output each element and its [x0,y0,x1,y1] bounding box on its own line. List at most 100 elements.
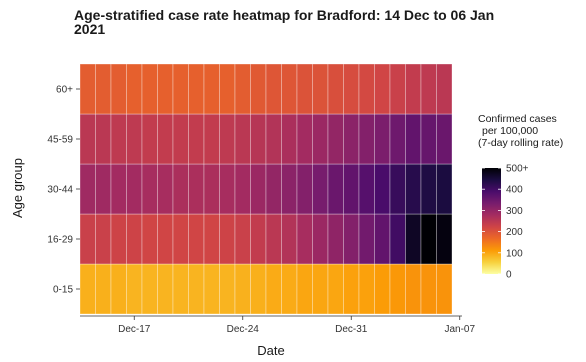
heatmap-cell [436,63,453,115]
heatmap-cell [281,213,298,265]
heatmap-cell [374,213,391,265]
heatmap-cell [79,163,96,215]
heatmap-cell [420,213,437,265]
heatmap-cell [420,113,437,165]
heatmap-cell [358,163,375,215]
heatmap-cell [188,63,205,115]
heatmap-cell [95,113,112,165]
heatmap-cell [79,263,96,315]
heatmap-cell [95,163,112,215]
heatmap-cell [343,163,360,215]
heatmap-cell [358,63,375,115]
heatmap-cell [79,113,96,165]
heatmap-cell [343,63,360,115]
heatmap-cell [126,113,143,165]
heatmap-cell [95,263,112,315]
legend-title-line-2: per 100,000 [482,125,538,137]
heatmap-cell [312,163,329,215]
heatmap-cell [296,113,313,165]
heatmap-cell [172,213,189,265]
heatmap-cell [327,263,344,315]
heatmap-cell [312,63,329,115]
heatmap-cell [188,113,205,165]
heatmap-cell [172,163,189,215]
heatmap-cell [420,63,437,115]
heatmap-cell [374,263,391,315]
heatmap-cell [312,113,329,165]
heatmap-cell [203,63,220,115]
y-tick-label: 0-15 [53,285,73,296]
heatmap-cell [327,163,344,215]
heatmap-cell [141,263,158,315]
heatmap-cell [374,113,391,165]
heatmap-cell [79,213,96,265]
color-legend: Confirmed cases per 100,000 (7-day rolli… [478,113,563,281]
heatmap-cell [110,113,127,165]
heatmap-cell [250,63,267,115]
heatmap-cell [95,63,112,115]
y-axis: 0-15 16-29 30-44 45-59 60+ [47,85,80,296]
heatmap-cell [203,263,220,315]
heatmap-cell [203,213,220,265]
heatmap-cell [265,63,282,115]
colorbar-tick-label: 0 [506,270,512,281]
heatmap-cell [389,263,406,315]
heatmap-cell [281,263,298,315]
heatmap-cell [312,263,329,315]
heatmap-cell [234,213,251,265]
heatmap-cell [126,213,143,265]
heatmap-cell [281,113,298,165]
heatmap-cell [436,163,453,215]
heatmap-cell [219,263,236,315]
y-axis-title: Age group [10,158,25,218]
heatmap-cell [312,213,329,265]
heatmap-cell [219,63,236,115]
heatmap-cell [79,63,96,115]
heatmap-cell [405,113,422,165]
heatmap-cell [203,163,220,215]
colorbar-tick-label: 500+ [506,164,529,175]
heatmap-cell [296,263,313,315]
heatmap-cell [188,163,205,215]
heatmap-cell [281,163,298,215]
colorbar-tick-label: 200 [506,227,523,238]
heatmap-cell [219,113,236,165]
heatmap-cell [157,113,174,165]
y-tick-label: 30-44 [47,185,73,196]
heatmap-cell [296,213,313,265]
heatmap-cells [79,63,453,315]
colorbar-tick-label: 300 [506,206,523,217]
heatmap-cell [250,263,267,315]
heatmap-cell [157,163,174,215]
heatmap-cell [265,163,282,215]
heatmap-cell [250,213,267,265]
heatmap-cell [172,263,189,315]
heatmap-cell [234,113,251,165]
heatmap-cell [126,163,143,215]
x-tick-label: Dec-17 [118,324,151,335]
colorbar-tick-label: 400 [506,185,523,196]
heatmap-cell [405,163,422,215]
heatmap-cell [110,213,127,265]
heatmap-cell [110,263,127,315]
heatmap-cell [188,213,205,265]
heatmap-cell [420,163,437,215]
heatmap-cell [141,163,158,215]
heatmap-cell [126,63,143,115]
heatmap-cell [265,213,282,265]
heatmap-cell [157,263,174,315]
chart-title-line-1: Age-stratified case rate heatmap for Bra… [74,7,494,23]
heatmap-cell [405,63,422,115]
heatmap-cell [405,213,422,265]
colorbar [482,168,501,274]
heatmap-cell [436,263,453,315]
heatmap-cell [95,213,112,265]
heatmap-cell [281,63,298,115]
colorbar-ticks: 0 100 200 300 400 500+ [482,164,529,281]
heatmap-cell [420,263,437,315]
heatmap-cell [343,113,360,165]
heatmap-cell [389,63,406,115]
heatmap-cell [234,63,251,115]
legend-title-line-3: (7-day rolling rate) [478,137,563,149]
